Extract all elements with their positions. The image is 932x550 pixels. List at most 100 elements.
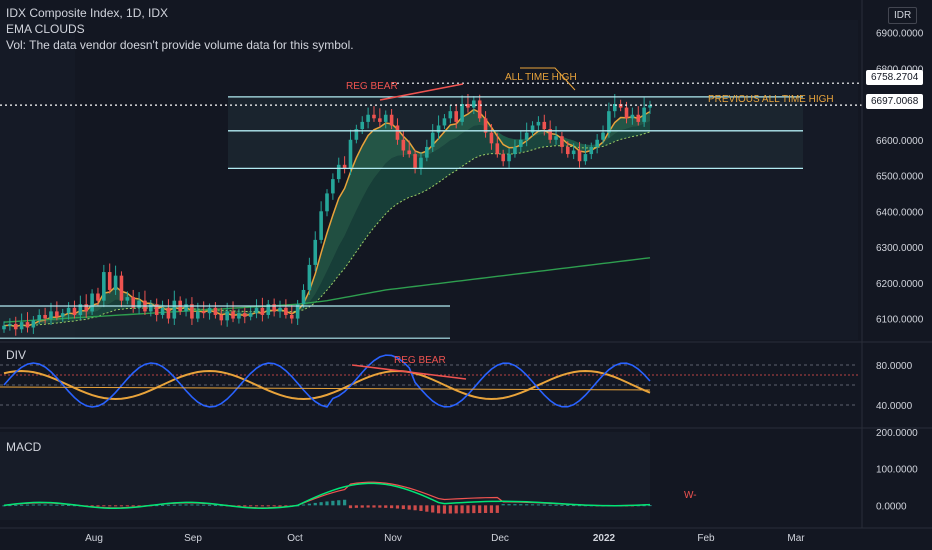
candle (201, 311, 206, 314)
macd-histogram-bar (102, 505, 106, 507)
candle (466, 104, 470, 108)
macd-histogram-bar (378, 505, 382, 508)
candle (530, 125, 535, 133)
candle (266, 304, 271, 315)
macd-histogram-bar (67, 504, 71, 506)
macd-histogram-bar (525, 504, 529, 506)
macd-histogram-bar (278, 505, 282, 507)
candle (78, 304, 83, 315)
candle (483, 118, 488, 133)
macd-histogram-bar (196, 504, 200, 506)
candle (55, 311, 59, 317)
macd-histogram-bar (25, 504, 30, 506)
macd-histogram-bar (431, 505, 435, 513)
macd-histogram-bar (489, 505, 494, 513)
candle (319, 211, 323, 240)
price-tick-label: 6800.0000 (876, 64, 924, 75)
macd-histogram-bar (501, 504, 505, 506)
time-tick-label: Feb (697, 533, 715, 544)
macd-histogram-bar (425, 505, 429, 512)
candle (72, 307, 77, 315)
macd-histogram-bar (190, 504, 194, 506)
candle (589, 146, 594, 155)
candle (630, 114, 635, 119)
candle (536, 121, 541, 126)
macd-line (3, 482, 651, 510)
time-tick-label: Aug (85, 533, 103, 544)
candle (554, 136, 558, 140)
candle (278, 307, 282, 312)
macd-histogram-bar (513, 504, 517, 506)
shade-zone (650, 20, 858, 340)
price-tick-label: 6100.0000 (876, 315, 924, 326)
macd-histogram-bar (90, 505, 94, 507)
macd-histogram-bar (254, 505, 259, 507)
candle (642, 107, 646, 122)
candle (612, 104, 617, 112)
price-tick-label: 6900.0000 (876, 29, 924, 40)
macd-histogram-bar (243, 505, 247, 507)
candle (624, 107, 629, 119)
candle (548, 129, 552, 140)
div-slow-line (3, 369, 651, 401)
candle (49, 311, 53, 319)
div-pane-label: DIV (6, 348, 27, 362)
candle (13, 323, 18, 330)
macd-histogram-bar (8, 505, 12, 507)
macd-histogram-bar (319, 502, 323, 506)
price-tick-label: 6600.0000 (876, 136, 924, 147)
range-box (228, 96, 803, 131)
candle (107, 272, 112, 290)
all-time-high-label: ALL TIME HIGH (505, 72, 577, 83)
candle (442, 118, 447, 126)
macd-histogram-bar (125, 505, 129, 507)
candle (472, 100, 476, 108)
macd-histogram-bar (207, 504, 212, 506)
macd-histogram-bar (348, 505, 353, 509)
candle (366, 114, 370, 122)
candle (413, 154, 417, 169)
candle (460, 104, 464, 122)
candle (601, 132, 605, 140)
macd-histogram-bar (249, 505, 253, 507)
macd-histogram-bar (572, 505, 576, 507)
candle (242, 313, 247, 317)
macd-histogram-bar (113, 505, 118, 507)
macd-histogram-bar (213, 504, 218, 506)
last-price-badge: 6697.0068 (866, 94, 924, 109)
candle (430, 132, 435, 147)
volume-note: Vol: The data vendor doesn't provide vol… (6, 38, 354, 52)
candle (507, 154, 511, 162)
macd-histogram-bar (478, 505, 482, 514)
candle (2, 325, 6, 330)
chart-title: IDX Composite Index, 1D, IDX (6, 6, 169, 20)
candle (425, 146, 429, 158)
macd-histogram-bar (560, 504, 564, 506)
macd-histogram-bar (178, 504, 182, 506)
ema-cloud-outer (4, 121, 650, 326)
macd-histogram-bar (519, 504, 523, 506)
candle (172, 300, 177, 319)
currency-badge[interactable]: IDR (888, 7, 918, 24)
price-tick-label: 6300.0000 (876, 243, 924, 254)
price-tick-label: 6400.0000 (876, 207, 924, 218)
ema-slow-line (3, 131, 651, 327)
macd-histogram-bar (166, 504, 171, 506)
candle (301, 289, 306, 305)
macd-histogram-bar (407, 505, 411, 510)
macd-histogram-bar (436, 505, 441, 514)
macd-histogram-bar (155, 505, 159, 507)
macd-histogram-bar (313, 502, 317, 506)
candle (237, 313, 241, 319)
candle (378, 118, 382, 122)
time-tick-label: 2022 (593, 533, 616, 544)
candle (618, 104, 623, 108)
candle (90, 293, 94, 312)
candle (336, 164, 341, 180)
reg-bear-div-line (351, 364, 467, 380)
macd-histogram-bar (160, 504, 165, 506)
candle (342, 164, 347, 169)
candle (607, 111, 611, 133)
time-tick-label: Mar (787, 533, 805, 544)
